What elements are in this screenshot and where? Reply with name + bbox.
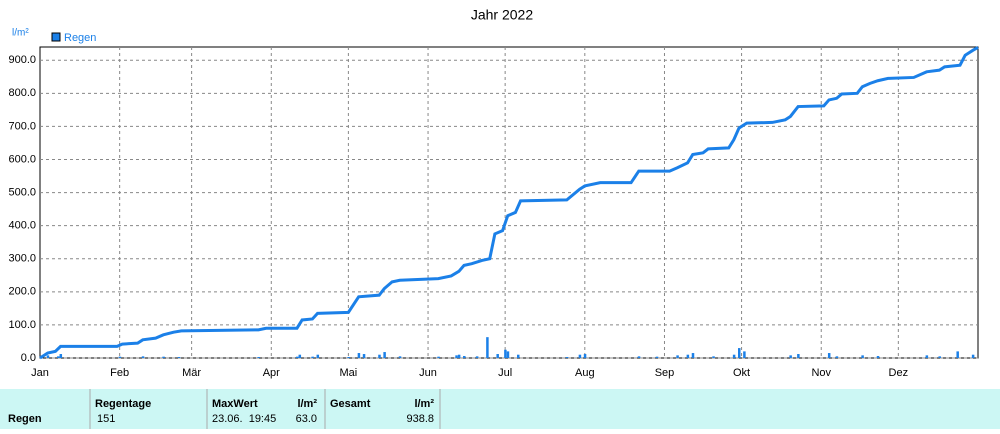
- bar: [347, 357, 350, 358]
- y-tick-label: 700.0: [8, 120, 36, 132]
- bar: [578, 354, 582, 358]
- y-tick-label: 100.0: [8, 319, 36, 331]
- bar: [177, 357, 181, 358]
- bar: [504, 349, 507, 358]
- x-tick-label: Jan: [31, 367, 49, 379]
- line: [39, 46, 979, 360]
- bar: [732, 354, 736, 358]
- bar: [257, 357, 260, 358]
- table-cell: 23.06. 19:45: [212, 413, 276, 425]
- bar: [743, 351, 746, 358]
- x-tick-label: Nov: [811, 367, 831, 379]
- table-header: l/m²: [414, 398, 434, 410]
- y-tick-label: 0.0: [21, 352, 36, 364]
- bar: [362, 354, 366, 358]
- bar: [565, 357, 569, 358]
- table-cell: 151: [97, 413, 115, 425]
- table-header: l/m²: [297, 398, 317, 410]
- legend-label: Regen: [64, 32, 96, 44]
- y-tick-label: 600.0: [8, 153, 36, 165]
- bar: [712, 356, 715, 358]
- bar: [971, 354, 975, 358]
- legend-swatch: [51, 32, 61, 42]
- table-cell: 63.0: [296, 413, 317, 425]
- bar: [686, 354, 690, 358]
- chart-title: Jahr 2022: [471, 7, 533, 23]
- y-tick-label: 400.0: [8, 220, 36, 232]
- bar: [56, 356, 60, 358]
- bar: [298, 354, 302, 358]
- bar: [316, 354, 320, 358]
- bar: [118, 356, 122, 358]
- bar: [876, 356, 880, 358]
- bar: [378, 354, 381, 358]
- bar: [691, 353, 695, 358]
- bar: [463, 356, 466, 358]
- bar: [46, 355, 50, 358]
- y-tick-label: 300.0: [8, 253, 36, 265]
- bar: [655, 356, 659, 358]
- bar: [455, 355, 458, 358]
- x-tick-label: Feb: [110, 367, 129, 379]
- bar: [141, 356, 145, 358]
- table-header: Regentage: [95, 398, 151, 410]
- bar: [789, 355, 792, 358]
- table: Regentage MaxWert l/m² Gesamt l/m² Regen 151 23…: [8, 389, 441, 429]
- bar: [486, 337, 489, 358]
- x-tick-label: Jul: [498, 367, 512, 379]
- bar: [956, 351, 959, 358]
- x-tick-label: Mär: [182, 367, 201, 379]
- bar: [475, 356, 479, 358]
- table-header: MaxWert: [212, 398, 258, 410]
- bar: [437, 356, 440, 358]
- x-tick-label: Jun: [419, 367, 437, 379]
- bar: [797, 354, 800, 358]
- bar: [506, 351, 510, 358]
- bar: [295, 356, 299, 358]
- bar: [925, 355, 929, 358]
- y-tick-label: 500.0: [8, 186, 36, 198]
- x-tick-label: Sep: [655, 367, 675, 379]
- bar: [516, 354, 520, 358]
- bar: [861, 355, 864, 358]
- bar: [827, 353, 831, 358]
- bar: [398, 356, 402, 358]
- x-tick-label: Aug: [575, 367, 595, 379]
- bar: [457, 354, 461, 358]
- bar: [311, 356, 314, 358]
- bar: [738, 348, 741, 358]
- table-bg: [0, 389, 1000, 429]
- bar: [162, 356, 165, 358]
- bar: [383, 352, 386, 358]
- bar: [496, 354, 499, 358]
- y-axis-label: l/m²: [12, 28, 29, 39]
- bar: [583, 354, 587, 358]
- table-cell: 938.8: [406, 413, 434, 425]
- x-tick-label: Okt: [733, 367, 750, 379]
- bar: [357, 353, 361, 358]
- bar: [835, 356, 839, 358]
- x-tick-label: Apr: [263, 367, 280, 379]
- y-tick-label: 900.0: [8, 54, 36, 66]
- bar: [59, 354, 63, 358]
- x-tick-label: Dez: [889, 367, 909, 379]
- y-tick-label: 800.0: [8, 87, 36, 99]
- table-header: Gesamt: [330, 398, 371, 410]
- bar: [637, 356, 641, 358]
- bar: [676, 355, 679, 358]
- y-tick-label: 200.0: [8, 286, 36, 298]
- x-tick-label: Mai: [340, 367, 358, 379]
- bar: [938, 356, 941, 358]
- table-cell: Regen: [8, 413, 42, 425]
